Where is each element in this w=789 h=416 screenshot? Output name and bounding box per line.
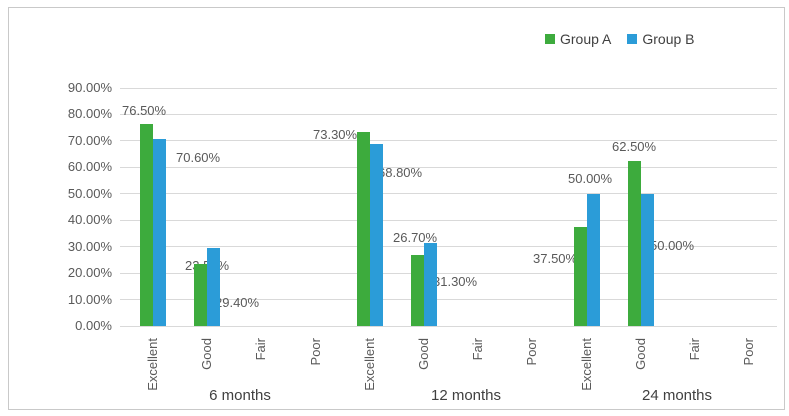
x-tick-label-11-poor: Poor [741,338,757,366]
axis-group-label-12-months: 12 months [430,387,502,404]
bar-group-a-excellent-6-months [140,123,153,326]
x-tick-label-3-poor: Poor [307,338,323,366]
data-label-11: 50.00% [650,238,695,253]
data-label-6: 26.70% [393,230,438,245]
bar-group-b-good-6-months [207,248,221,326]
bar-group-b-excellent-6-months [153,139,166,326]
gridline-60 [120,166,777,168]
legend-label-group-a: Group A [560,31,612,47]
x-tick-label-5-good: Good [416,338,431,370]
gridline-40 [120,219,777,221]
legend-label-group-b: Group B [642,31,695,47]
x-tick-label-6-fair: Fair [470,338,486,361]
data-label-3: 29.40% [215,295,260,310]
legend-swatch-0 [545,34,555,44]
gridline-20 [120,272,777,274]
data-label-10: 62.50% [612,139,657,154]
y-tick-label-80: 80.00% [67,106,112,122]
legend-item-group-a: Group A [545,31,611,47]
data-label-5: 68.80% [378,165,423,180]
data-label-0: 76.50% [122,103,167,118]
bar-group-a-good-12-months [411,255,424,326]
x-tick-label-4-excellent: Excellent [361,338,377,391]
x-tick-label-7-poor: Poor [524,338,540,366]
x-tick-label-8-excellent: Excellent [578,338,594,391]
x-tick-label-10-fair: Fair [687,338,702,361]
y-tick-label-0: 0.00% [75,318,112,333]
bar-group-b-excellent-24-months [586,193,600,326]
x-tick-label-2-fair: Fair [253,338,269,361]
bar-group-a-good-24-months [627,160,641,326]
x-tick-label-9-good: Good [632,338,648,370]
y-tick-label-10: 10.00% [67,291,112,307]
bar-group-a-good-6-months [194,263,208,326]
gridline-70 [120,140,777,142]
bar-group-a-excellent-12-months [356,132,370,326]
legend-swatch-1 [627,34,638,44]
data-label-9: 50.00% [568,171,613,186]
y-tick-label-90: 90.00% [67,80,112,95]
y-tick-label-60: 60.00% [67,159,112,175]
bar-group-b-good-12-months [424,243,437,326]
data-label-1: 70.60% [176,150,221,165]
gridline-10 [120,299,777,301]
gridline-50 [120,193,777,195]
legend-item-group-b: Group B [627,31,695,47]
data-label-4: 73.30% [313,127,358,142]
y-tick-label-40: 40.00% [67,212,112,228]
chart-frame [8,7,785,410]
axis-group-label-24-months: 24 months [641,387,713,404]
x-tick-label-1-good: Good [199,338,215,370]
bar-group-b-excellent-12-months [369,144,383,326]
data-label-7: 31.30% [433,274,478,289]
data-label-8: 37.50% [533,251,578,266]
y-tick-label-30: 30.00% [67,238,112,254]
bar-group-b-good-24-months [640,193,654,326]
chart-legend: Group A Group B [545,31,695,47]
gridline-90 [120,87,777,89]
y-tick-label-20: 20.00% [67,265,112,281]
y-tick-label-50: 50.00% [67,185,112,201]
bar-group-a-excellent-24-months [573,226,587,326]
axis-group-label-6-months: 6 months [209,387,271,404]
y-tick-label-70: 70.00% [67,132,112,148]
gridline-80 [120,113,777,115]
gridline-0 [120,325,777,327]
gridline-30 [120,246,777,248]
x-tick-label-0-excellent: Excellent [145,338,160,391]
